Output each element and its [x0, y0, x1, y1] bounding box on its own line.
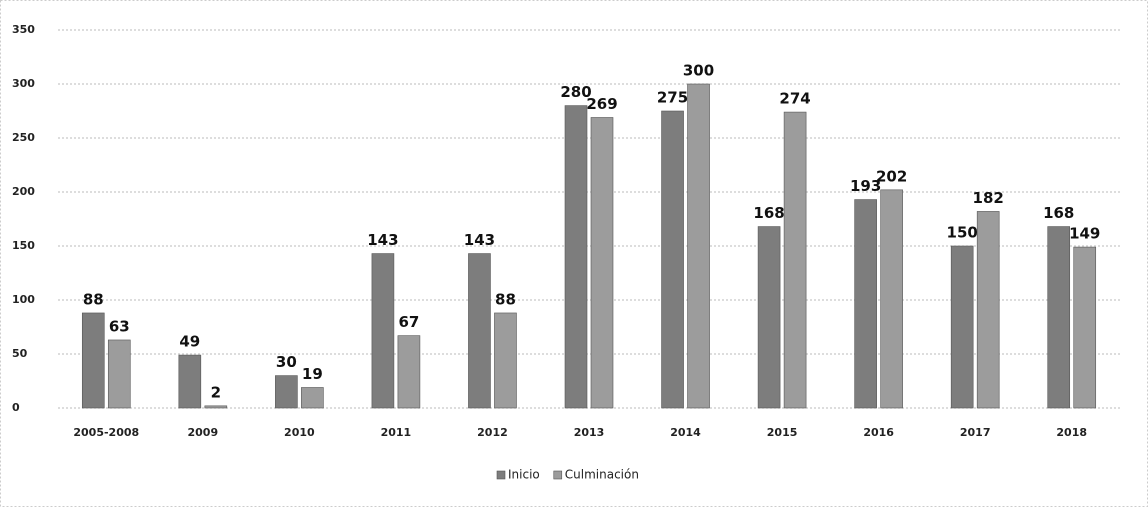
bar	[687, 83, 710, 409]
data-label: 30	[276, 353, 297, 371]
x-tick-label: 2012	[477, 426, 508, 439]
bar	[1073, 246, 1097, 409]
data-label: 63	[109, 317, 130, 335]
bar	[494, 312, 517, 409]
data-label: 150	[947, 224, 978, 242]
bar	[564, 105, 588, 409]
legend-swatch	[496, 470, 506, 480]
data-label: 2	[211, 383, 221, 401]
legend-swatch	[553, 470, 563, 480]
bar	[950, 245, 974, 409]
x-tick-label: 2009	[188, 426, 219, 439]
bar	[275, 375, 298, 409]
bar	[854, 199, 877, 409]
data-label: 274	[779, 90, 810, 108]
data-label: 49	[179, 333, 200, 351]
bar	[1047, 226, 1071, 409]
y-tick-label: 200	[12, 185, 35, 198]
x-tick-label: 2015	[767, 426, 798, 439]
bar	[590, 117, 614, 409]
x-tick-label: 2005-2008	[73, 426, 139, 439]
data-label: 19	[302, 365, 323, 383]
legend-label: Inicio	[508, 468, 540, 482]
data-label: 280	[560, 83, 591, 101]
bar	[397, 335, 421, 409]
x-tick-label: 2013	[574, 426, 605, 439]
data-label: 182	[973, 189, 1004, 207]
y-tick-label: 350	[12, 23, 35, 36]
y-tick-label: 250	[12, 131, 35, 144]
data-label: 143	[464, 231, 495, 249]
data-label: 300	[683, 62, 714, 80]
y-tick-label: 0	[12, 401, 20, 414]
bar	[371, 253, 395, 409]
bar	[757, 226, 781, 409]
bar	[81, 312, 105, 409]
y-tick-label: 100	[12, 293, 35, 306]
data-label: 67	[398, 313, 419, 331]
x-tick-label: 2010	[284, 426, 315, 439]
bar	[661, 110, 684, 409]
y-tick-label: 300	[12, 77, 35, 90]
x-tick-label: 2016	[863, 426, 894, 439]
bar	[107, 339, 131, 409]
bar	[301, 387, 324, 409]
data-label: 88	[495, 290, 516, 308]
bar	[880, 189, 903, 409]
x-tick-label: 2011	[381, 426, 412, 439]
x-tick-label: 2017	[960, 426, 991, 439]
data-label: 149	[1069, 225, 1100, 243]
data-label: 88	[83, 290, 104, 308]
bar	[783, 111, 807, 409]
data-label: 202	[876, 167, 907, 185]
y-tick-label: 150	[12, 239, 35, 252]
data-label: 168	[1043, 204, 1074, 222]
bar	[178, 354, 202, 409]
legend-label: Culminación	[565, 468, 639, 482]
bar	[204, 405, 228, 409]
x-tick-label: 2014	[670, 426, 701, 439]
data-label: 275	[657, 89, 688, 107]
data-label: 269	[586, 95, 617, 113]
x-tick-label: 2018	[1056, 426, 1087, 439]
data-label: 168	[753, 204, 784, 222]
data-label: 193	[850, 177, 881, 195]
y-tick-label: 50	[12, 347, 28, 360]
bar	[468, 253, 491, 409]
data-label: 143	[367, 231, 398, 249]
bar	[976, 211, 1000, 409]
